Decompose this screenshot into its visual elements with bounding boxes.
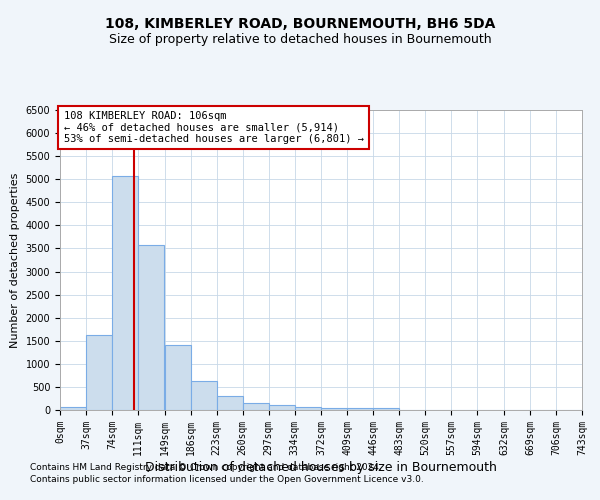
Text: 108, KIMBERLEY ROAD, BOURNEMOUTH, BH6 5DA: 108, KIMBERLEY ROAD, BOURNEMOUTH, BH6 5D… [105, 18, 495, 32]
Bar [191, 381, 217, 410]
Bar [86, 335, 112, 410]
Bar [295, 406, 320, 410]
Text: Size of property relative to detached houses in Bournemouth: Size of property relative to detached ho… [109, 32, 491, 46]
Bar [269, 406, 295, 410]
Bar [138, 245, 164, 410]
Bar [217, 396, 242, 410]
Bar [373, 408, 400, 410]
Bar [60, 406, 86, 410]
Text: Contains public sector information licensed under the Open Government Licence v3: Contains public sector information licen… [30, 475, 424, 484]
Bar [164, 346, 191, 410]
Text: Contains HM Land Registry data © Crown copyright and database right 2024.: Contains HM Land Registry data © Crown c… [30, 464, 382, 472]
Bar [322, 408, 347, 410]
Bar [347, 408, 373, 410]
X-axis label: Distribution of detached houses by size in Bournemouth: Distribution of detached houses by size … [145, 460, 497, 473]
Bar [242, 403, 269, 410]
Bar [112, 176, 138, 410]
Y-axis label: Number of detached properties: Number of detached properties [10, 172, 20, 348]
Text: 108 KIMBERLEY ROAD: 106sqm
← 46% of detached houses are smaller (5,914)
53% of s: 108 KIMBERLEY ROAD: 106sqm ← 46% of deta… [64, 111, 364, 144]
